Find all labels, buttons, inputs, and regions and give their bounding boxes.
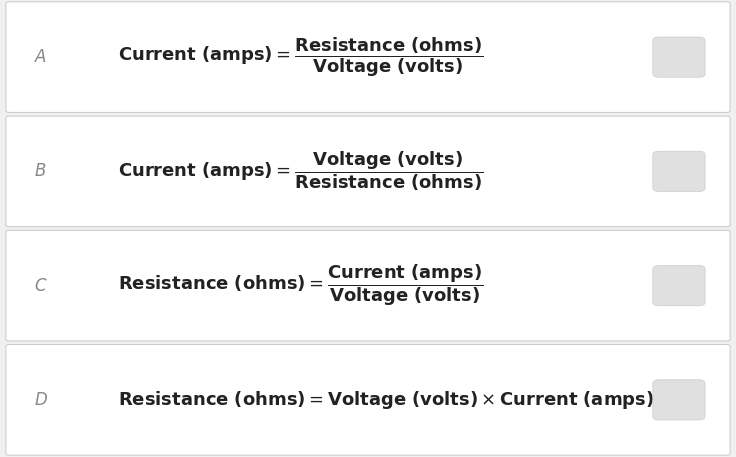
FancyBboxPatch shape	[653, 380, 705, 420]
FancyBboxPatch shape	[6, 230, 730, 341]
FancyBboxPatch shape	[653, 37, 705, 77]
FancyBboxPatch shape	[6, 345, 730, 455]
Text: $\mathbf{Resistance\ (ohms)} = \dfrac{\mathbf{Current\ (amps)}}{\mathbf{Voltage\: $\mathbf{Resistance\ (ohms)} = \dfrac{\m…	[118, 263, 483, 308]
FancyBboxPatch shape	[653, 151, 705, 191]
FancyBboxPatch shape	[6, 2, 730, 112]
Text: $\mathbf{Current\ (amps)} = \dfrac{\mathbf{Resistance\ (ohms)}}{\mathbf{Voltage\: $\mathbf{Current\ (amps)} = \dfrac{\math…	[118, 35, 483, 79]
Text: A: A	[35, 48, 46, 66]
Text: $\mathbf{Resistance\ (ohms)} = \mathbf{Voltage\ (volts)} \times \mathbf{Current\: $\mathbf{Resistance\ (ohms)} = \mathbf{V…	[118, 389, 654, 411]
FancyBboxPatch shape	[653, 266, 705, 306]
FancyBboxPatch shape	[6, 116, 730, 227]
Text: B: B	[35, 162, 46, 181]
Text: $\mathbf{Current\ (amps)} = \dfrac{\mathbf{Voltage\ (volts)}}{\mathbf{Resistance: $\mathbf{Current\ (amps)} = \dfrac{\math…	[118, 149, 483, 193]
Text: D: D	[34, 391, 47, 409]
Text: C: C	[35, 276, 46, 295]
